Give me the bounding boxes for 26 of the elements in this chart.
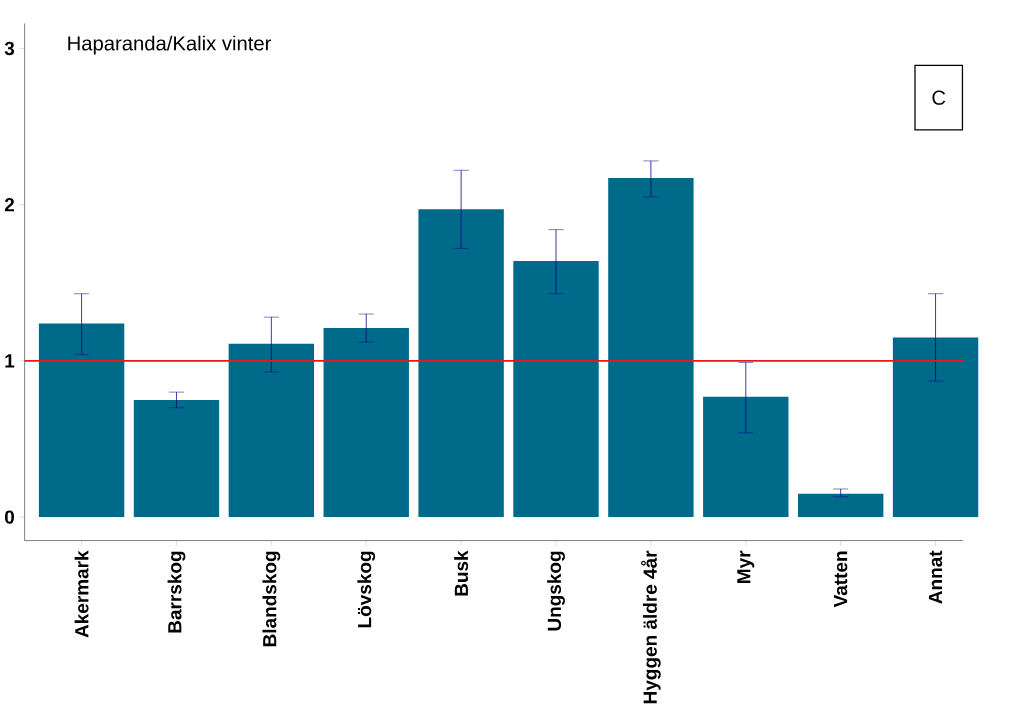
y-tick-label: 1 bbox=[5, 354, 15, 368]
x-tick-label: Annat bbox=[928, 550, 943, 604]
x-tick-label: Ungskog bbox=[547, 551, 565, 631]
x-tick-label: Akermark bbox=[74, 550, 89, 638]
x-tick-label: Myr bbox=[737, 550, 755, 584]
bar bbox=[513, 261, 599, 518]
x-tick-label: Hyggen äldre 4år bbox=[641, 550, 661, 704]
y-tick-label: 3 bbox=[4, 41, 15, 56]
x-tick-label: Barrskog bbox=[167, 551, 186, 633]
y-tick-label: 2 bbox=[4, 198, 15, 212]
x-tick-label: Blandskog bbox=[262, 551, 281, 647]
x-tick-label: Busk bbox=[454, 550, 469, 596]
bar bbox=[228, 343, 315, 518]
bar bbox=[38, 323, 125, 518]
x-tick-label: Lövskog bbox=[357, 551, 376, 628]
bar bbox=[797, 493, 884, 518]
bar bbox=[418, 209, 504, 518]
bar bbox=[892, 337, 979, 518]
bar bbox=[703, 396, 789, 518]
annotation: C bbox=[932, 90, 946, 105]
x-tick-label: Vatten bbox=[834, 551, 848, 608]
bar bbox=[608, 178, 694, 518]
bar bbox=[133, 400, 220, 518]
y-tick-label: 0 bbox=[4, 510, 14, 524]
bar bbox=[323, 328, 409, 518]
text: Haparanda/Kalix vinter bbox=[68, 35, 272, 55]
